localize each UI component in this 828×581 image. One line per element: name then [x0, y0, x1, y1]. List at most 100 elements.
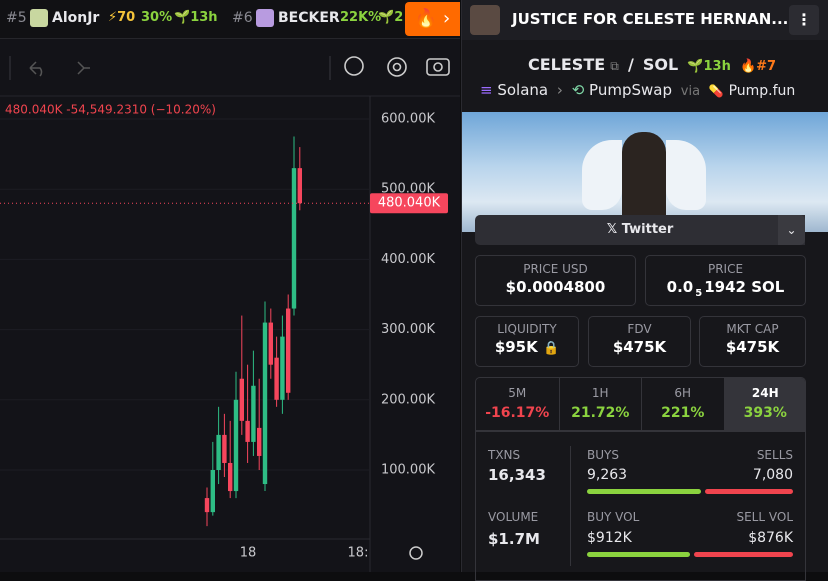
- rank: #5: [6, 10, 27, 26]
- indicator-icon[interactable]: [344, 56, 364, 76]
- metric-card: MKT CAP $475K: [699, 316, 806, 367]
- change: 30%: [141, 10, 173, 25]
- card-value: 0.0 5 1942 SOL: [646, 278, 805, 299]
- pair-rank: 🔥#7: [739, 59, 777, 74]
- timeframe-label: 6H: [674, 386, 692, 400]
- candle-body: [262, 322, 268, 485]
- timeframe-tabs: 5M -16.17% 1H 21.72% 6H 221% 24H 393%: [475, 377, 806, 431]
- stat-value: $876K: [748, 530, 793, 546]
- score: ⚡70: [108, 10, 136, 25]
- timeframe-label: 1H: [591, 386, 609, 400]
- stat-label: SELLS: [756, 448, 793, 462]
- axis-settings-icon[interactable]: [409, 546, 423, 560]
- twitter-label: Twitter: [621, 222, 674, 237]
- token-title: JUSTICE FOR CELESTE HERNAN...: [512, 10, 789, 28]
- timeframe-change: 21.72%: [571, 405, 630, 421]
- menu-button[interactable]: ⋮: [789, 5, 819, 35]
- y-tick-label: 200.00K: [381, 392, 435, 407]
- trending-button[interactable]: 🔥 ›: [405, 2, 460, 36]
- timeframe-label: 5M: [508, 386, 527, 400]
- launchpad[interactable]: Pump.fun: [728, 83, 796, 99]
- age: 🌱2: [378, 10, 404, 25]
- candle-body: [216, 434, 221, 470]
- twitter-button[interactable]: 𝕏 Twitter: [475, 215, 805, 245]
- candle-body: [280, 336, 285, 400]
- undo-icon[interactable]: [29, 61, 43, 77]
- stats-divider: [570, 446, 571, 566]
- redo-icon[interactable]: [77, 61, 90, 75]
- age: 🌱13h: [174, 10, 218, 25]
- rank-text: #7: [756, 59, 777, 74]
- token-icon: [30, 9, 48, 27]
- age-text: 2: [394, 10, 404, 25]
- pair-row: CELESTE ⧉ / SOL 🌱13h 🔥#7: [528, 55, 776, 74]
- via: via: [680, 84, 701, 99]
- camera-icon[interactable]: [426, 58, 450, 76]
- stat-label: SELL VOL: [736, 510, 793, 524]
- token-banner: [462, 112, 828, 232]
- last-price-label: 480.040K: [378, 196, 441, 211]
- settings-icon[interactable]: [387, 57, 407, 77]
- lock-icon: 🔒: [542, 341, 560, 356]
- timeframe-change: -16.17%: [485, 405, 550, 421]
- last-price-tag: [370, 193, 448, 214]
- stat-label: BUYS: [587, 448, 619, 462]
- y-tick-label: 100.00K: [381, 463, 435, 478]
- metric-card: LIQUIDITY $95K 🔒: [475, 316, 579, 367]
- candle-body: [233, 399, 239, 492]
- buy-bar: [587, 489, 702, 494]
- price-lead: 0.0: [666, 278, 694, 296]
- banner-wing: [582, 140, 622, 210]
- card-label: PRICE: [707, 262, 744, 276]
- chain[interactable]: Solana: [497, 81, 549, 99]
- sell-bar: [694, 552, 793, 557]
- timeframe-tab[interactable]: 1H 21.72%: [558, 378, 642, 430]
- card-value: $95K 🔒: [476, 338, 578, 356]
- age-text: 13h: [190, 10, 218, 25]
- stat-value: $1.7M: [488, 530, 540, 548]
- separator: /: [627, 55, 634, 74]
- copy-icon[interactable]: ⧉: [610, 59, 619, 73]
- dex[interactable]: PumpSwap: [589, 81, 672, 99]
- candle-body: [291, 168, 297, 309]
- y-tick-label: 500.00K: [381, 182, 435, 197]
- timeframe-change: 393%: [743, 405, 787, 421]
- stat-label: TXNS: [488, 448, 521, 462]
- timeframe-tab[interactable]: 6H 221%: [641, 378, 724, 430]
- candle-body: [274, 357, 279, 400]
- pair-panel: JUSTICE FOR CELESTE HERNAN... ⋮ CELESTE …: [461, 0, 828, 581]
- panel-header: JUSTICE FOR CELESTE HERNAN... ⋮: [462, 0, 828, 40]
- txn-ratio: [587, 489, 793, 494]
- stat-value: 16,343: [488, 466, 546, 484]
- timeframe-tab[interactable]: 5M -16.17%: [476, 378, 559, 430]
- token-name[interactable]: BECKER: [278, 10, 340, 26]
- candle-body: [204, 498, 210, 513]
- candle-body: [297, 168, 302, 204]
- stat-value: $912K: [587, 530, 632, 546]
- stat-value: 9,263: [587, 467, 628, 483]
- candle-body: [228, 462, 233, 492]
- candle-body: [239, 378, 244, 421]
- token-icon: [256, 9, 274, 27]
- quote-symbol: SOL: [642, 55, 679, 74]
- trending-bar: #5 AlonJr ⚡70 30% 🌱13h #6 BECKER 22K% 🌱2…: [0, 0, 460, 39]
- candle-body: [257, 427, 262, 456]
- price-usd-card: PRICE USD $0.0004800: [475, 255, 636, 306]
- stat-value: 7,080: [752, 467, 793, 483]
- token-name[interactable]: AlonJr: [52, 10, 100, 26]
- price-native-card: PRICE 0.0 5 1942 SOL: [645, 255, 806, 306]
- banner-figure: [622, 132, 666, 227]
- timeframe-change: 221%: [661, 405, 705, 421]
- socials-dropdown[interactable]: ⌄: [778, 215, 805, 245]
- base-symbol: CELESTE: [528, 55, 606, 74]
- price-zeros: 5: [695, 288, 703, 299]
- card-value: $475K: [612, 338, 667, 356]
- age-text: 13h: [703, 59, 731, 74]
- camera-lens: [433, 62, 443, 72]
- route-row: ≡ Solana › ⟲ PumpSwap via 💊 Pump.fun: [480, 81, 795, 99]
- timeframe-tab[interactable]: 24H 393%: [723, 378, 805, 430]
- settings-icon-center: [392, 62, 402, 72]
- candle-body: [245, 420, 250, 442]
- buy-bar: [587, 552, 691, 557]
